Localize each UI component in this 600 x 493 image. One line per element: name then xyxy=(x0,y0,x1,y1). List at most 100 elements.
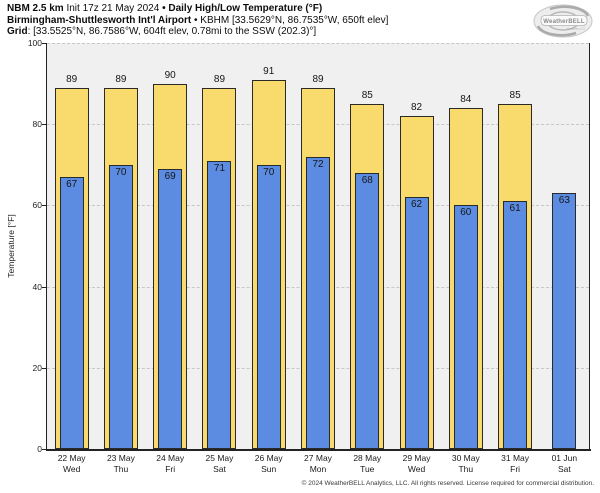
low-bar-10 xyxy=(552,193,577,449)
high-value-label-9: 85 xyxy=(509,89,521,101)
low-bar-0 xyxy=(59,176,84,449)
high-value-label-6: 85 xyxy=(361,89,373,101)
x-tick-date-9: 31 May xyxy=(501,453,530,463)
x-tick-date-1: 23 May xyxy=(106,453,135,463)
y-tick-mark-0 xyxy=(42,449,46,450)
x-tick-label-4: 26 May Sun xyxy=(244,453,293,474)
logo-text: WeatherBELL xyxy=(543,19,585,25)
low-bar-4 xyxy=(256,164,281,449)
high-value-label-8: 84 xyxy=(460,93,472,105)
x-tick-day-1: Thu xyxy=(113,463,129,474)
low-bar-5 xyxy=(306,156,330,449)
grid-label: Grid xyxy=(7,26,28,37)
low-value-label-4: 70 xyxy=(263,166,275,178)
high-value-label-0: 89 xyxy=(66,73,78,85)
x-tick-day-2: Fri xyxy=(165,463,176,474)
x-tick-date-10: 01 Jun xyxy=(551,453,578,463)
low-value-label-0: 67 xyxy=(66,178,78,190)
header-line-1: NBM 2.5 km Init 17z 21 May 2024 • Daily … xyxy=(7,3,388,15)
low-bar-3 xyxy=(207,160,232,449)
low-bar-9 xyxy=(503,201,528,449)
logo-band xyxy=(540,15,588,26)
low-value-label-9: 61 xyxy=(509,203,521,215)
high-value-label-5: 89 xyxy=(312,73,324,85)
gridline-100 xyxy=(47,43,589,44)
high-value-label-3: 89 xyxy=(213,73,226,85)
y-tick-label-60: 60 xyxy=(32,200,42,211)
y-tick-mark-40 xyxy=(42,286,46,288)
logo-swirl-arm-top xyxy=(549,5,590,17)
station-coords: • KBHM [33.5629°N, 86.7535°W, 650ft elev… xyxy=(191,14,389,26)
high-value-label-4: 91 xyxy=(263,65,275,77)
low-bar-8 xyxy=(453,205,478,449)
x-tick-label-7: 29 May Wed xyxy=(392,453,441,474)
y-tick-label-100: 100 xyxy=(27,38,42,48)
logo-swirl-arm-bottom xyxy=(536,25,577,37)
right-spine xyxy=(589,43,591,449)
low-bar-1 xyxy=(108,164,133,449)
x-tick-day-9: Fri xyxy=(510,463,521,474)
x-tick-label-1: 23 May Thu xyxy=(96,453,145,474)
low-bar-7 xyxy=(404,197,429,449)
plot-area: 89 67 89 70 90 69 89 71 91 70 89 72 85 68 82 62 84 60 85 61… xyxy=(47,43,589,449)
model-name: NBM 2.5 km xyxy=(7,3,64,14)
x-tick-label-2: 24 May Fri xyxy=(146,453,195,474)
x-tick-day-7: Wed xyxy=(407,463,426,474)
x-tick-date-5: 27 May xyxy=(304,453,332,463)
low-value-label-1: 70 xyxy=(115,166,127,178)
x-tick-label-3: 25 May Sat xyxy=(195,453,244,474)
x-tick-label-0: 22 May Wed xyxy=(47,453,96,474)
x-tick-date-4: 26 May xyxy=(254,453,283,463)
high-value-label-2: 90 xyxy=(164,69,176,81)
y-tick-mark-100 xyxy=(42,43,46,44)
low-value-label-7: 62 xyxy=(410,199,423,211)
x-tick-label-6: 28 May Tue xyxy=(343,453,392,474)
y-tick-label-40: 40 xyxy=(32,281,42,292)
x-tick-day-8: Thu xyxy=(458,463,474,474)
low-bar-6 xyxy=(355,172,380,449)
y-tick-mark-80 xyxy=(42,124,46,126)
x-tick-day-3: Sat xyxy=(213,463,226,474)
low-value-label-8: 60 xyxy=(460,207,472,219)
logo-subtext: Analytics LLC xyxy=(567,27,586,31)
low-value-label-2: 69 xyxy=(164,170,176,182)
x-tick-date-8: 30 May xyxy=(451,453,480,463)
x-tick-date-3: 25 May xyxy=(205,453,234,463)
init-time: Init 17z 21 May 2024 xyxy=(63,3,163,14)
x-tick-day-10: Sat xyxy=(557,463,571,474)
low-bar-2 xyxy=(158,168,183,449)
x-axis-spine xyxy=(45,449,591,451)
x-tick-label-8: 30 May Thu xyxy=(441,453,490,474)
copyright-notice: © 2024 WeatherBELL Analytics, LLC. All r… xyxy=(301,480,594,487)
x-tick-day-4: Sun xyxy=(261,463,277,474)
low-value-label-3: 71 xyxy=(213,162,226,174)
high-value-label-1: 89 xyxy=(115,73,127,85)
grid-coords: : [33.5525°N, 86.7586°W, 604ft elev, 0.7… xyxy=(27,26,317,37)
y-tick-mark-20 xyxy=(42,367,46,369)
header-line-2: Birmingham-Shuttlesworth Int'l Airport •… xyxy=(7,15,388,27)
low-value-label-10: 63 xyxy=(558,195,570,207)
y-axis-spine xyxy=(45,43,48,451)
chart-title: • Daily High/Low Temperature (°F) xyxy=(162,3,323,14)
x-tick-date-0: 22 May xyxy=(57,453,86,463)
x-tick-day-0: Wed xyxy=(62,463,81,474)
x-tick-date-6: 28 May xyxy=(353,453,382,463)
x-tick-label-9: 31 May Fri xyxy=(490,453,539,474)
high-value-label-7: 82 xyxy=(410,102,423,114)
y-tick-label-0: 0 xyxy=(37,444,42,454)
weatherbell-logo: WeatherBELL Analytics LLC xyxy=(533,4,593,38)
chart-header: NBM 2.5 km Init 17z 21 May 2024 • Daily … xyxy=(7,3,388,38)
low-value-label-6: 68 xyxy=(361,174,373,186)
y-tick-mark-60 xyxy=(42,205,46,207)
y-tick-label-80: 80 xyxy=(32,119,42,130)
x-tick-label-10: 01 Jun Sat xyxy=(540,453,589,474)
header-line-3: Grid: [33.5525°N, 86.7586°W, 604ft elev,… xyxy=(7,26,388,38)
x-tick-date-2: 24 May xyxy=(156,453,185,463)
station-name: Birmingham-Shuttlesworth Int'l Airport xyxy=(7,14,192,26)
x-tick-day-6: Tue xyxy=(360,463,375,474)
x-tick-day-5: Mon xyxy=(309,463,327,474)
x-tick-label-5: 27 May Mon xyxy=(293,453,342,474)
x-tick-date-7: 29 May xyxy=(402,453,431,463)
y-tick-label-20: 20 xyxy=(32,362,42,373)
low-value-label-5: 72 xyxy=(312,158,324,170)
